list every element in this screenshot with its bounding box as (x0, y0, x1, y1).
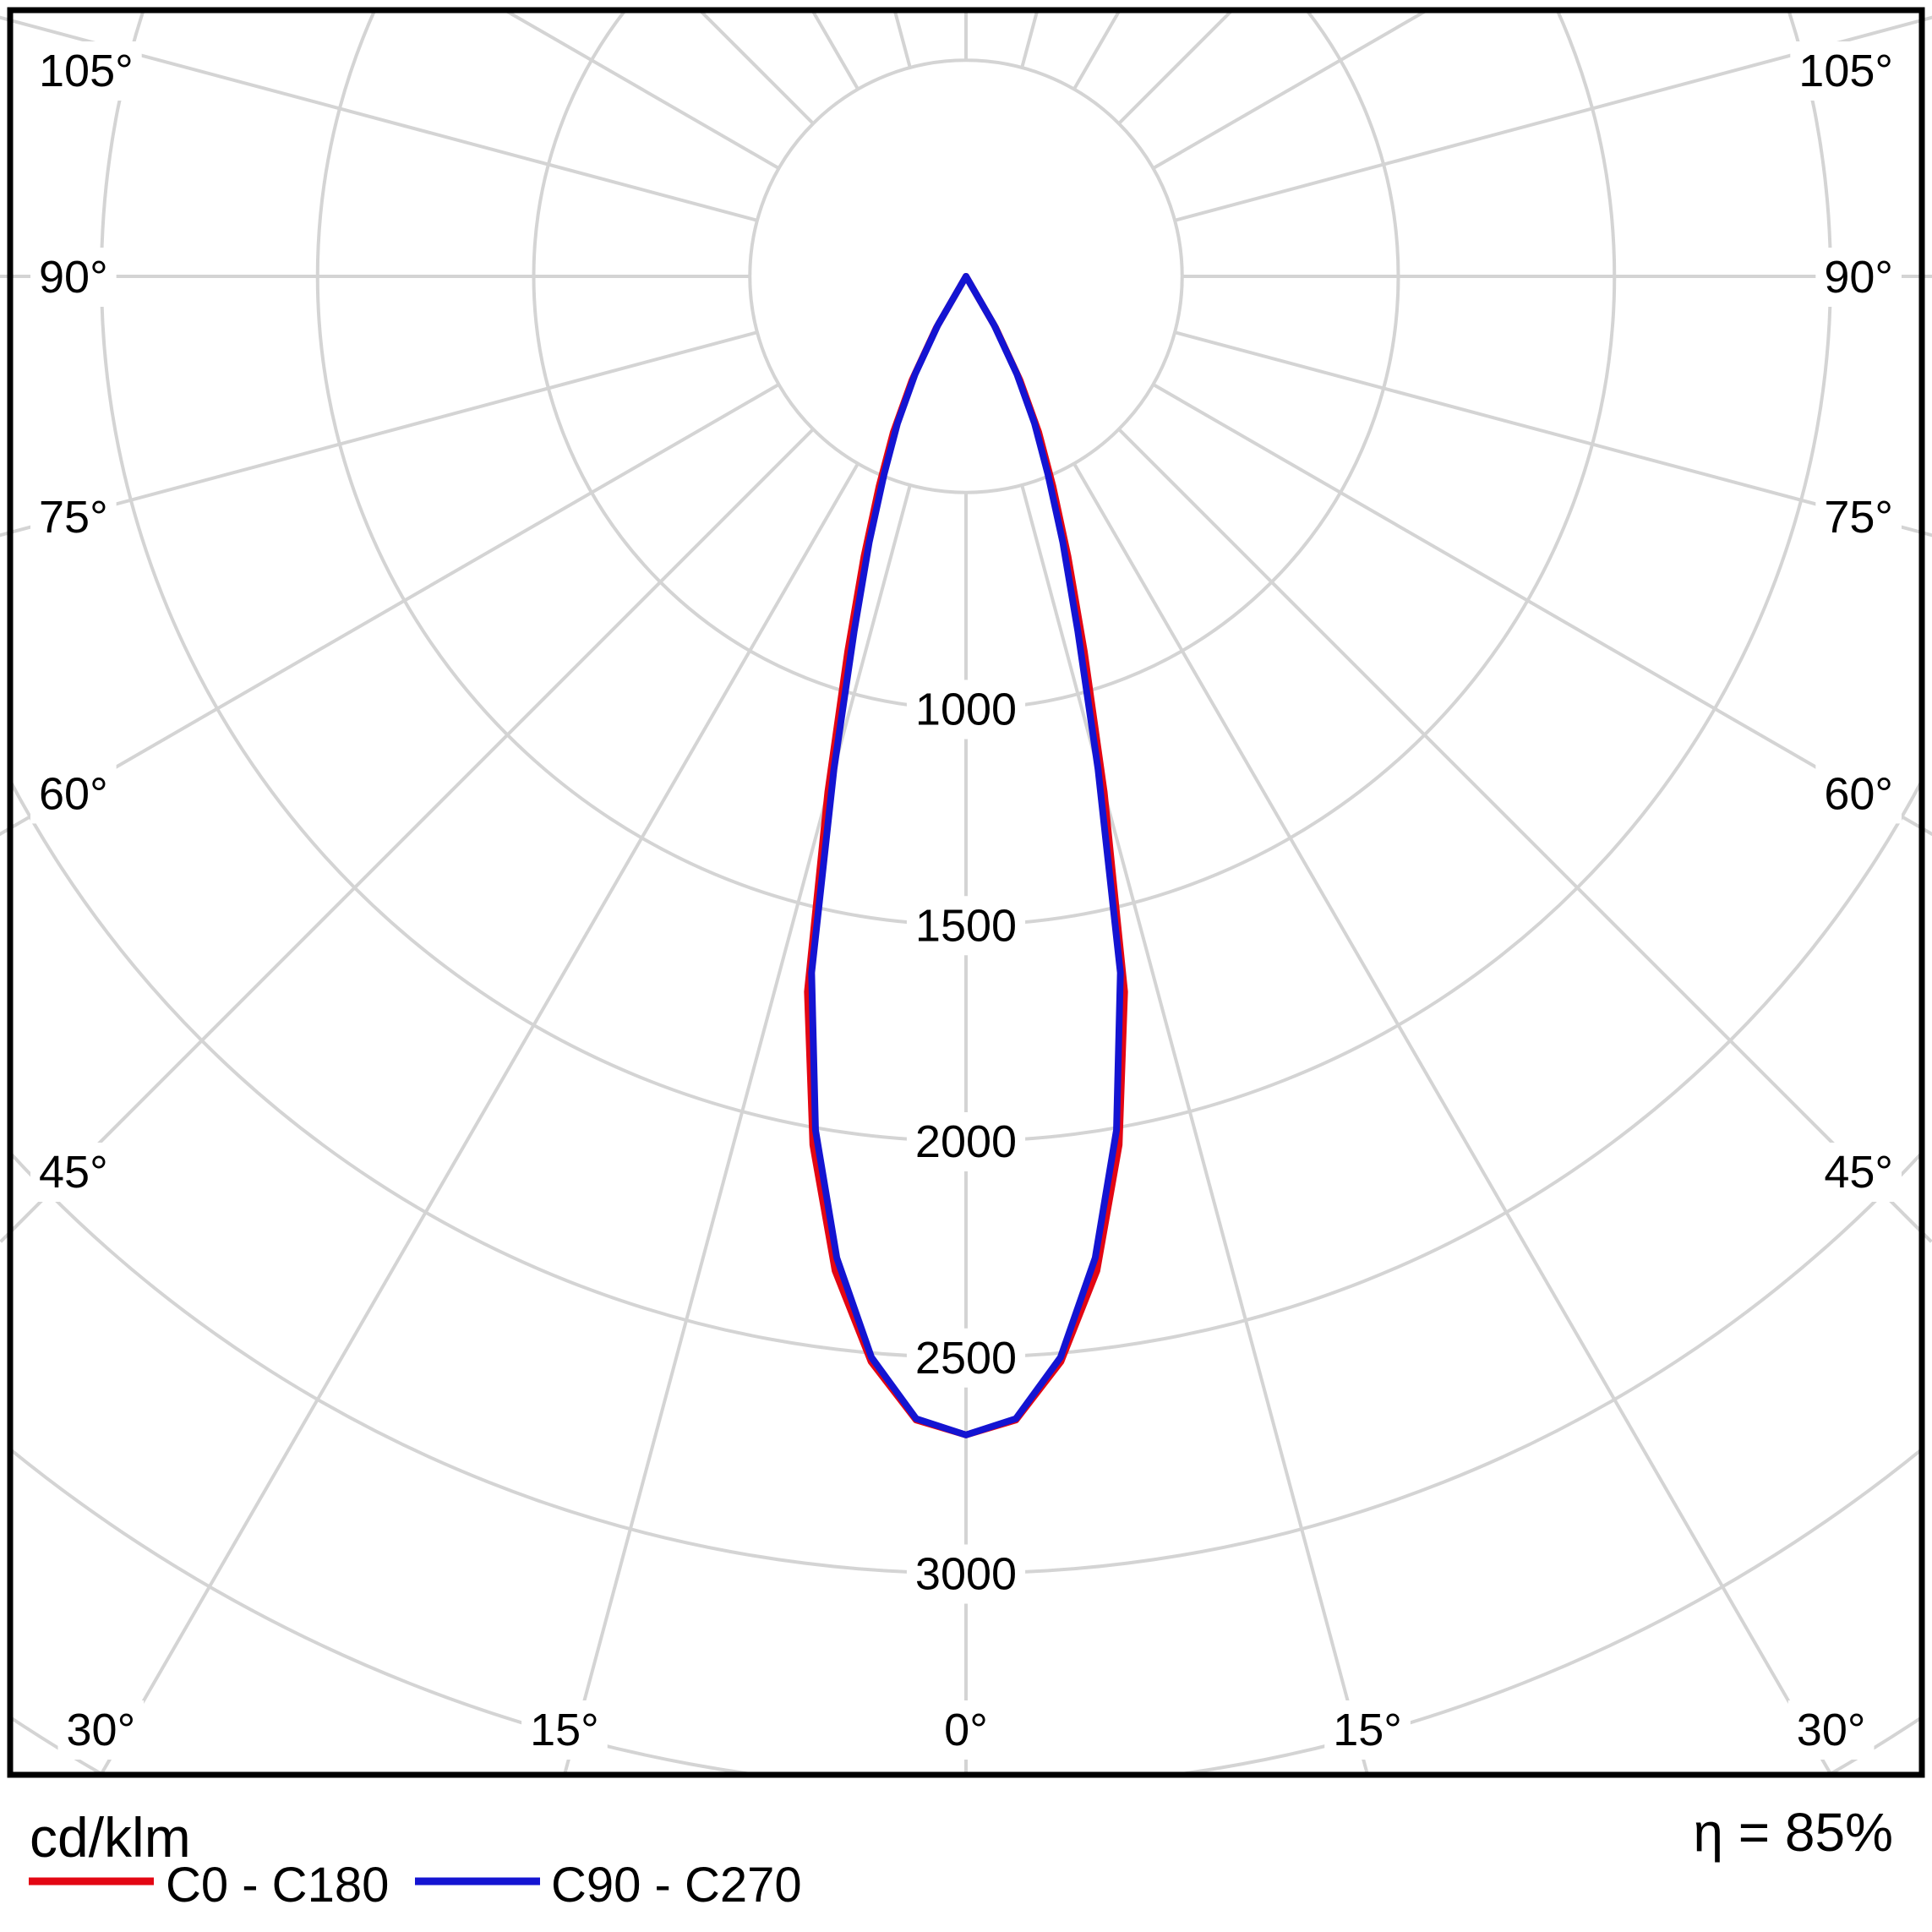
angle-label: 90° (39, 252, 108, 303)
grid-spoke (10, 428, 815, 1235)
intensity-curves (804, 273, 1128, 1438)
angle-label: 30° (67, 1705, 136, 1755)
efficiency-label: η = 85% (1693, 1802, 1893, 1863)
grid-spoke (10, 383, 780, 831)
legend-label-c90-c270: C90 - C270 (551, 1858, 802, 1913)
intensity-curve-c90-c270 (808, 273, 1124, 1438)
grid-spoke (10, 330, 758, 535)
axis-labels: 0° 15° 15° 30° 30° 45° 45° 60° 60° 75° 75° 90° 90° 10… (30, 41, 1902, 1760)
label-mask (906, 1112, 1026, 1171)
grid-spoke (1020, 484, 1370, 1775)
radius-label: 3000 (915, 1549, 1017, 1600)
grid-spoke (99, 462, 860, 1775)
angle-label: 0° (944, 1705, 988, 1755)
label-mask (906, 896, 1026, 956)
angle-label: 60° (39, 768, 108, 819)
label-mask (521, 1700, 608, 1760)
grid-spoke (10, 18, 758, 222)
label-mask (30, 764, 117, 824)
label-mask (30, 487, 117, 547)
angle-label: 90° (1824, 252, 1893, 303)
label-mask (1790, 41, 1902, 101)
angle-label: 30° (1797, 1705, 1866, 1755)
label-mask (57, 1700, 145, 1760)
grid-spoke (562, 484, 912, 1775)
label-mask (1815, 487, 1902, 547)
angle-label: 15° (530, 1705, 599, 1755)
label-mask (1324, 1700, 1411, 1760)
angle-label: 45° (39, 1147, 108, 1198)
label-mask (906, 1328, 1026, 1388)
grid-spoke (1117, 428, 1922, 1235)
unit-label: cd/klm (30, 1806, 191, 1869)
angle-label: 45° (1824, 1147, 1893, 1198)
legend-label-c0-c180: C0 - C180 (166, 1858, 389, 1913)
radius-label: 2500 (915, 1333, 1017, 1384)
angle-label: 15° (1333, 1705, 1402, 1755)
grid-spoke (1174, 330, 1922, 535)
angle-label: 105° (1798, 46, 1893, 96)
radius-label: 1000 (915, 685, 1017, 735)
radius-label: 2000 (915, 1116, 1017, 1167)
label-mask (936, 1700, 996, 1760)
label-mask (1815, 764, 1902, 824)
label-mask (1815, 248, 1902, 307)
angle-label: 60° (1824, 768, 1893, 819)
plot-border (7, 7, 1925, 1778)
label-mask (906, 1544, 1026, 1604)
label-mask (30, 248, 117, 307)
label-mask (1815, 1143, 1902, 1202)
grid-spoke (1072, 462, 1833, 1775)
grid-spoke (1174, 18, 1922, 222)
legend: C0 - C180 C90 - C270 (29, 1858, 802, 1913)
grid-spoke (1152, 383, 1922, 831)
label-mask (30, 41, 142, 101)
label-mask (1787, 1700, 1875, 1760)
angle-label: 105° (39, 46, 134, 96)
angle-label: 75° (1824, 492, 1893, 543)
radius-label: 1500 (915, 900, 1017, 951)
label-mask (30, 1143, 117, 1202)
label-mask (906, 679, 1026, 740)
angle-label: 75° (39, 492, 108, 543)
